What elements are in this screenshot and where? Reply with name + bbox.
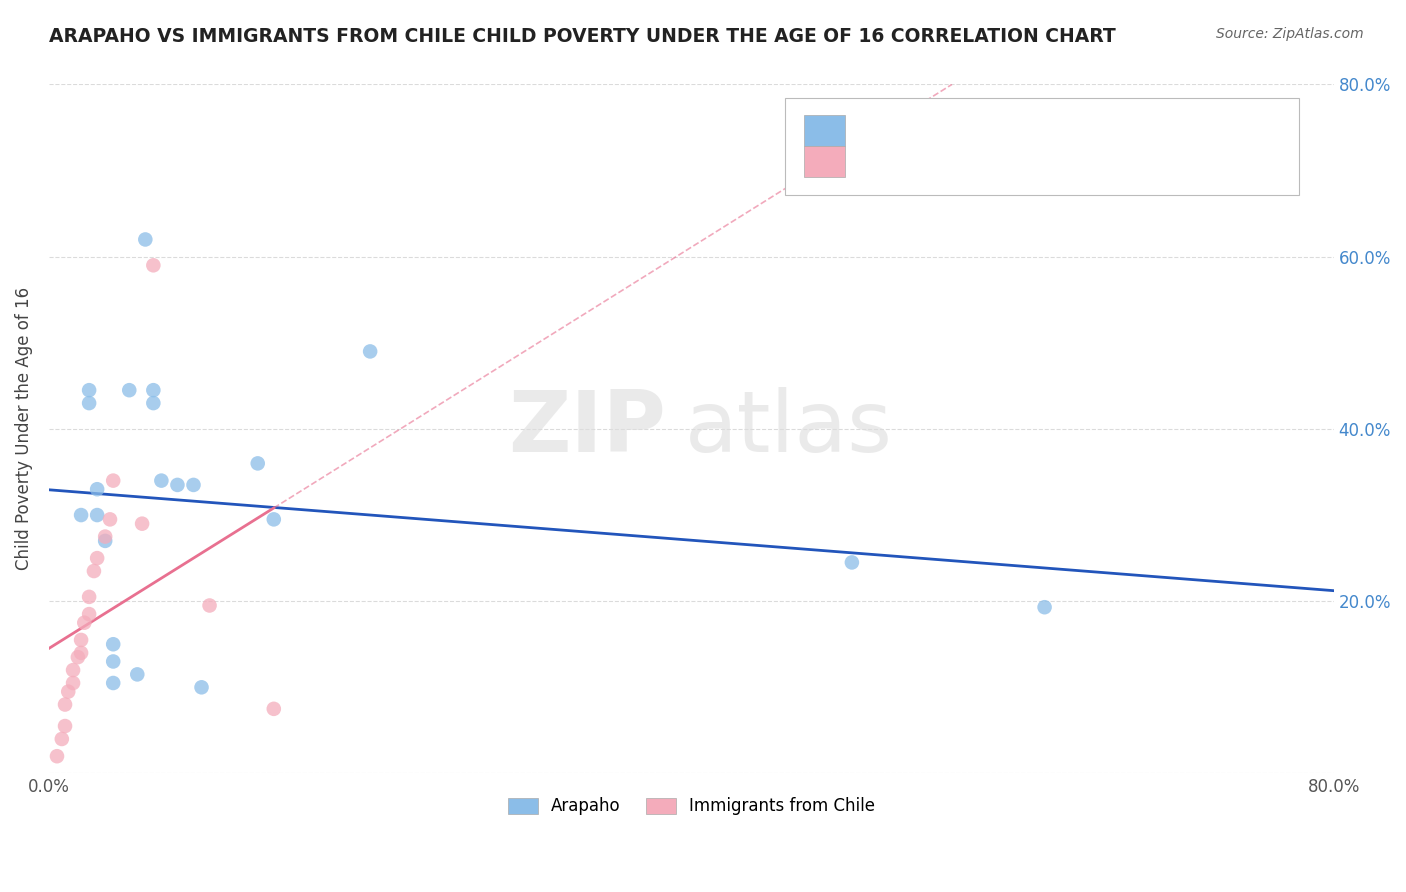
Text: R =: R = [860, 122, 897, 140]
Point [142, 396, 165, 410]
Point [70, 646, 93, 660]
Text: R =: R = [860, 153, 897, 171]
Bar [804, 115, 845, 146]
Text: 0.619: 0.619 [922, 153, 981, 171]
Point [183, 478, 205, 492]
Point [46, 749, 69, 764]
Point [77, 396, 100, 410]
Point [66, 650, 89, 665]
Point [131, 516, 153, 531]
Text: ARAPAHO VS IMMIGRANTS FROM CHILE CHILD POVERTY UNDER THE AGE OF 16 CORRELATION C: ARAPAHO VS IMMIGRANTS FROM CHILE CHILD P… [49, 27, 1116, 45]
Legend: Arapaho, Immigrants from Chile: Arapaho, Immigrants from Chile [499, 789, 883, 823]
Point [73, 615, 96, 630]
Text: atlas: atlas [685, 387, 893, 470]
Point [190, 681, 212, 695]
Point [53, 719, 76, 733]
Point [58, 684, 80, 698]
Point [62, 663, 84, 677]
Point [118, 383, 141, 397]
Point [77, 590, 100, 604]
Point [70, 508, 93, 522]
Point [103, 637, 125, 651]
Point [1033, 600, 1056, 615]
Point [103, 655, 125, 669]
Point [142, 258, 165, 272]
Point [94, 530, 117, 544]
Point [51, 731, 73, 746]
Point [77, 383, 100, 397]
Point [142, 383, 165, 397]
Point [150, 474, 173, 488]
Point [83, 564, 105, 578]
Point [246, 456, 269, 470]
Point [841, 556, 863, 570]
Bar [804, 146, 845, 178]
Point [98, 512, 121, 526]
Point [359, 344, 381, 359]
Point [263, 512, 285, 526]
Point [94, 533, 117, 548]
Y-axis label: Child Poverty Under the Age of 16: Child Poverty Under the Age of 16 [15, 287, 32, 571]
Text: -0.199: -0.199 [922, 122, 981, 140]
Point [86, 482, 108, 496]
Text: 23: 23 [1085, 122, 1109, 140]
Point [70, 632, 93, 647]
Text: N =: N = [1035, 122, 1071, 140]
Point [198, 599, 221, 613]
Point [127, 667, 149, 681]
Point [53, 698, 76, 712]
Point [86, 508, 108, 522]
Text: ZIP: ZIP [508, 387, 665, 470]
Point [103, 676, 125, 690]
Point [77, 607, 100, 621]
FancyBboxPatch shape [785, 98, 1299, 194]
Text: Source: ZipAtlas.com: Source: ZipAtlas.com [1216, 27, 1364, 41]
Point [86, 551, 108, 566]
Text: 22: 22 [1085, 153, 1109, 171]
Point [103, 474, 125, 488]
Point [263, 702, 285, 716]
Text: N =: N = [1035, 153, 1071, 171]
Point [166, 478, 188, 492]
Point [62, 676, 84, 690]
Point [134, 232, 156, 246]
